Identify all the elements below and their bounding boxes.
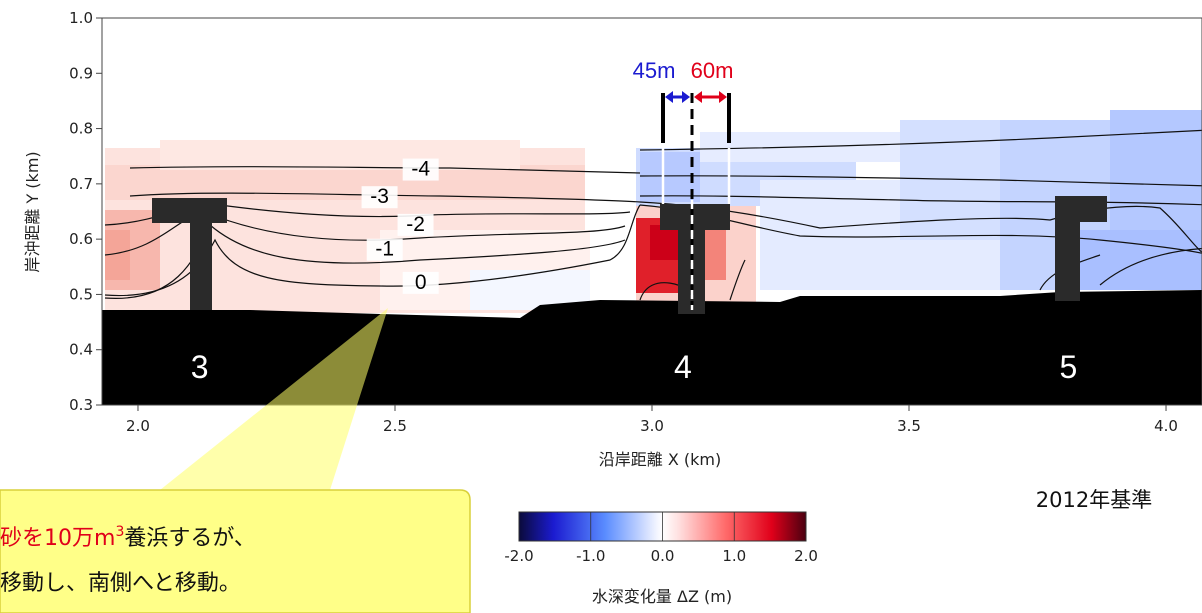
contour-label: -4 (411, 158, 430, 181)
contour-label-bg (366, 238, 403, 261)
colorbar-tick-label: 0.0 (651, 547, 675, 565)
colorbar-tick-label: 2.0 (794, 547, 818, 565)
contour-label-bg (397, 213, 434, 236)
contour-labels: 0 -1 -2 -3 -4 (361, 158, 439, 294)
y-tick-label: 0.7 (69, 175, 93, 193)
groin-labels: 3 4 5 (191, 349, 1077, 385)
callout-line2: 移動し、南側へと移動。 (0, 571, 241, 596)
x-axis-title: 沿岸距離 X (km) (599, 450, 721, 469)
y-tick-label: 0.8 (69, 120, 93, 138)
groin-structures (152, 196, 1107, 314)
width-annotation: 45m 60m (633, 58, 734, 310)
colorbar-tick-label: -2.0 (504, 547, 533, 565)
groin-label: 5 (1059, 349, 1077, 385)
x-tick-label: 4.0 (1154, 417, 1178, 435)
contour-label: -3 (370, 185, 389, 208)
x-tick-label: 3.5 (897, 417, 921, 435)
contour-label: -2 (406, 213, 425, 236)
y-axis-title: 岸沖距離 Y (km) (23, 151, 42, 272)
y-tick-label: 0.6 (69, 230, 93, 248)
contour-label-bg (402, 158, 439, 181)
contour-label-bg (361, 186, 398, 209)
colorbar-title: 水深変化量 ΔZ (m) (592, 587, 732, 606)
svg-text:砂を10万m3養浜するが、: 砂を10万m3養浜するが、 (0, 524, 256, 551)
colorbar-tick-label: -1.0 (576, 547, 605, 565)
x-tick-label: 3.0 (640, 417, 664, 435)
x-tick-label: 2.5 (383, 417, 407, 435)
y-tick-label: 0.9 (69, 64, 93, 82)
y-tick-label: 0.3 (69, 396, 93, 414)
groin-label: 4 (674, 349, 692, 385)
x-axis: 2.0 2.5 3.0 3.5 4.0 (126, 405, 1178, 435)
colorbar-tick-label: 1.0 (722, 547, 746, 565)
y-tick-label: 1.0 (69, 9, 93, 27)
y-axis: 1.0 0.9 0.8 0.7 0.6 0.5 0.4 0.3 (69, 9, 102, 414)
callout-line1-red: 砂を10万m (0, 526, 115, 551)
groin-label: 3 (191, 349, 209, 385)
contour-label: -1 (375, 238, 394, 261)
y-tick-label: 0.4 (69, 341, 93, 359)
callout-line1-sup: 3 (115, 524, 124, 540)
contour-label: 0 (415, 271, 427, 294)
width-left-label: 45m (633, 58, 676, 83)
colorbar-ticks: -2.0 -1.0 0.0 1.0 2.0 (504, 512, 818, 565)
base-year-note: 2012年基準 (1036, 488, 1152, 512)
x-tick-label: 2.0 (126, 417, 150, 435)
callout-line1-rest: 養浜するが、 (124, 526, 256, 551)
width-right-label: 60m (691, 58, 734, 83)
y-tick-label: 0.5 (69, 285, 93, 303)
callout: 砂を10万m3養浜するが、 移動し、南側へと移動。 (0, 308, 471, 613)
contour-label-bg (402, 271, 439, 294)
